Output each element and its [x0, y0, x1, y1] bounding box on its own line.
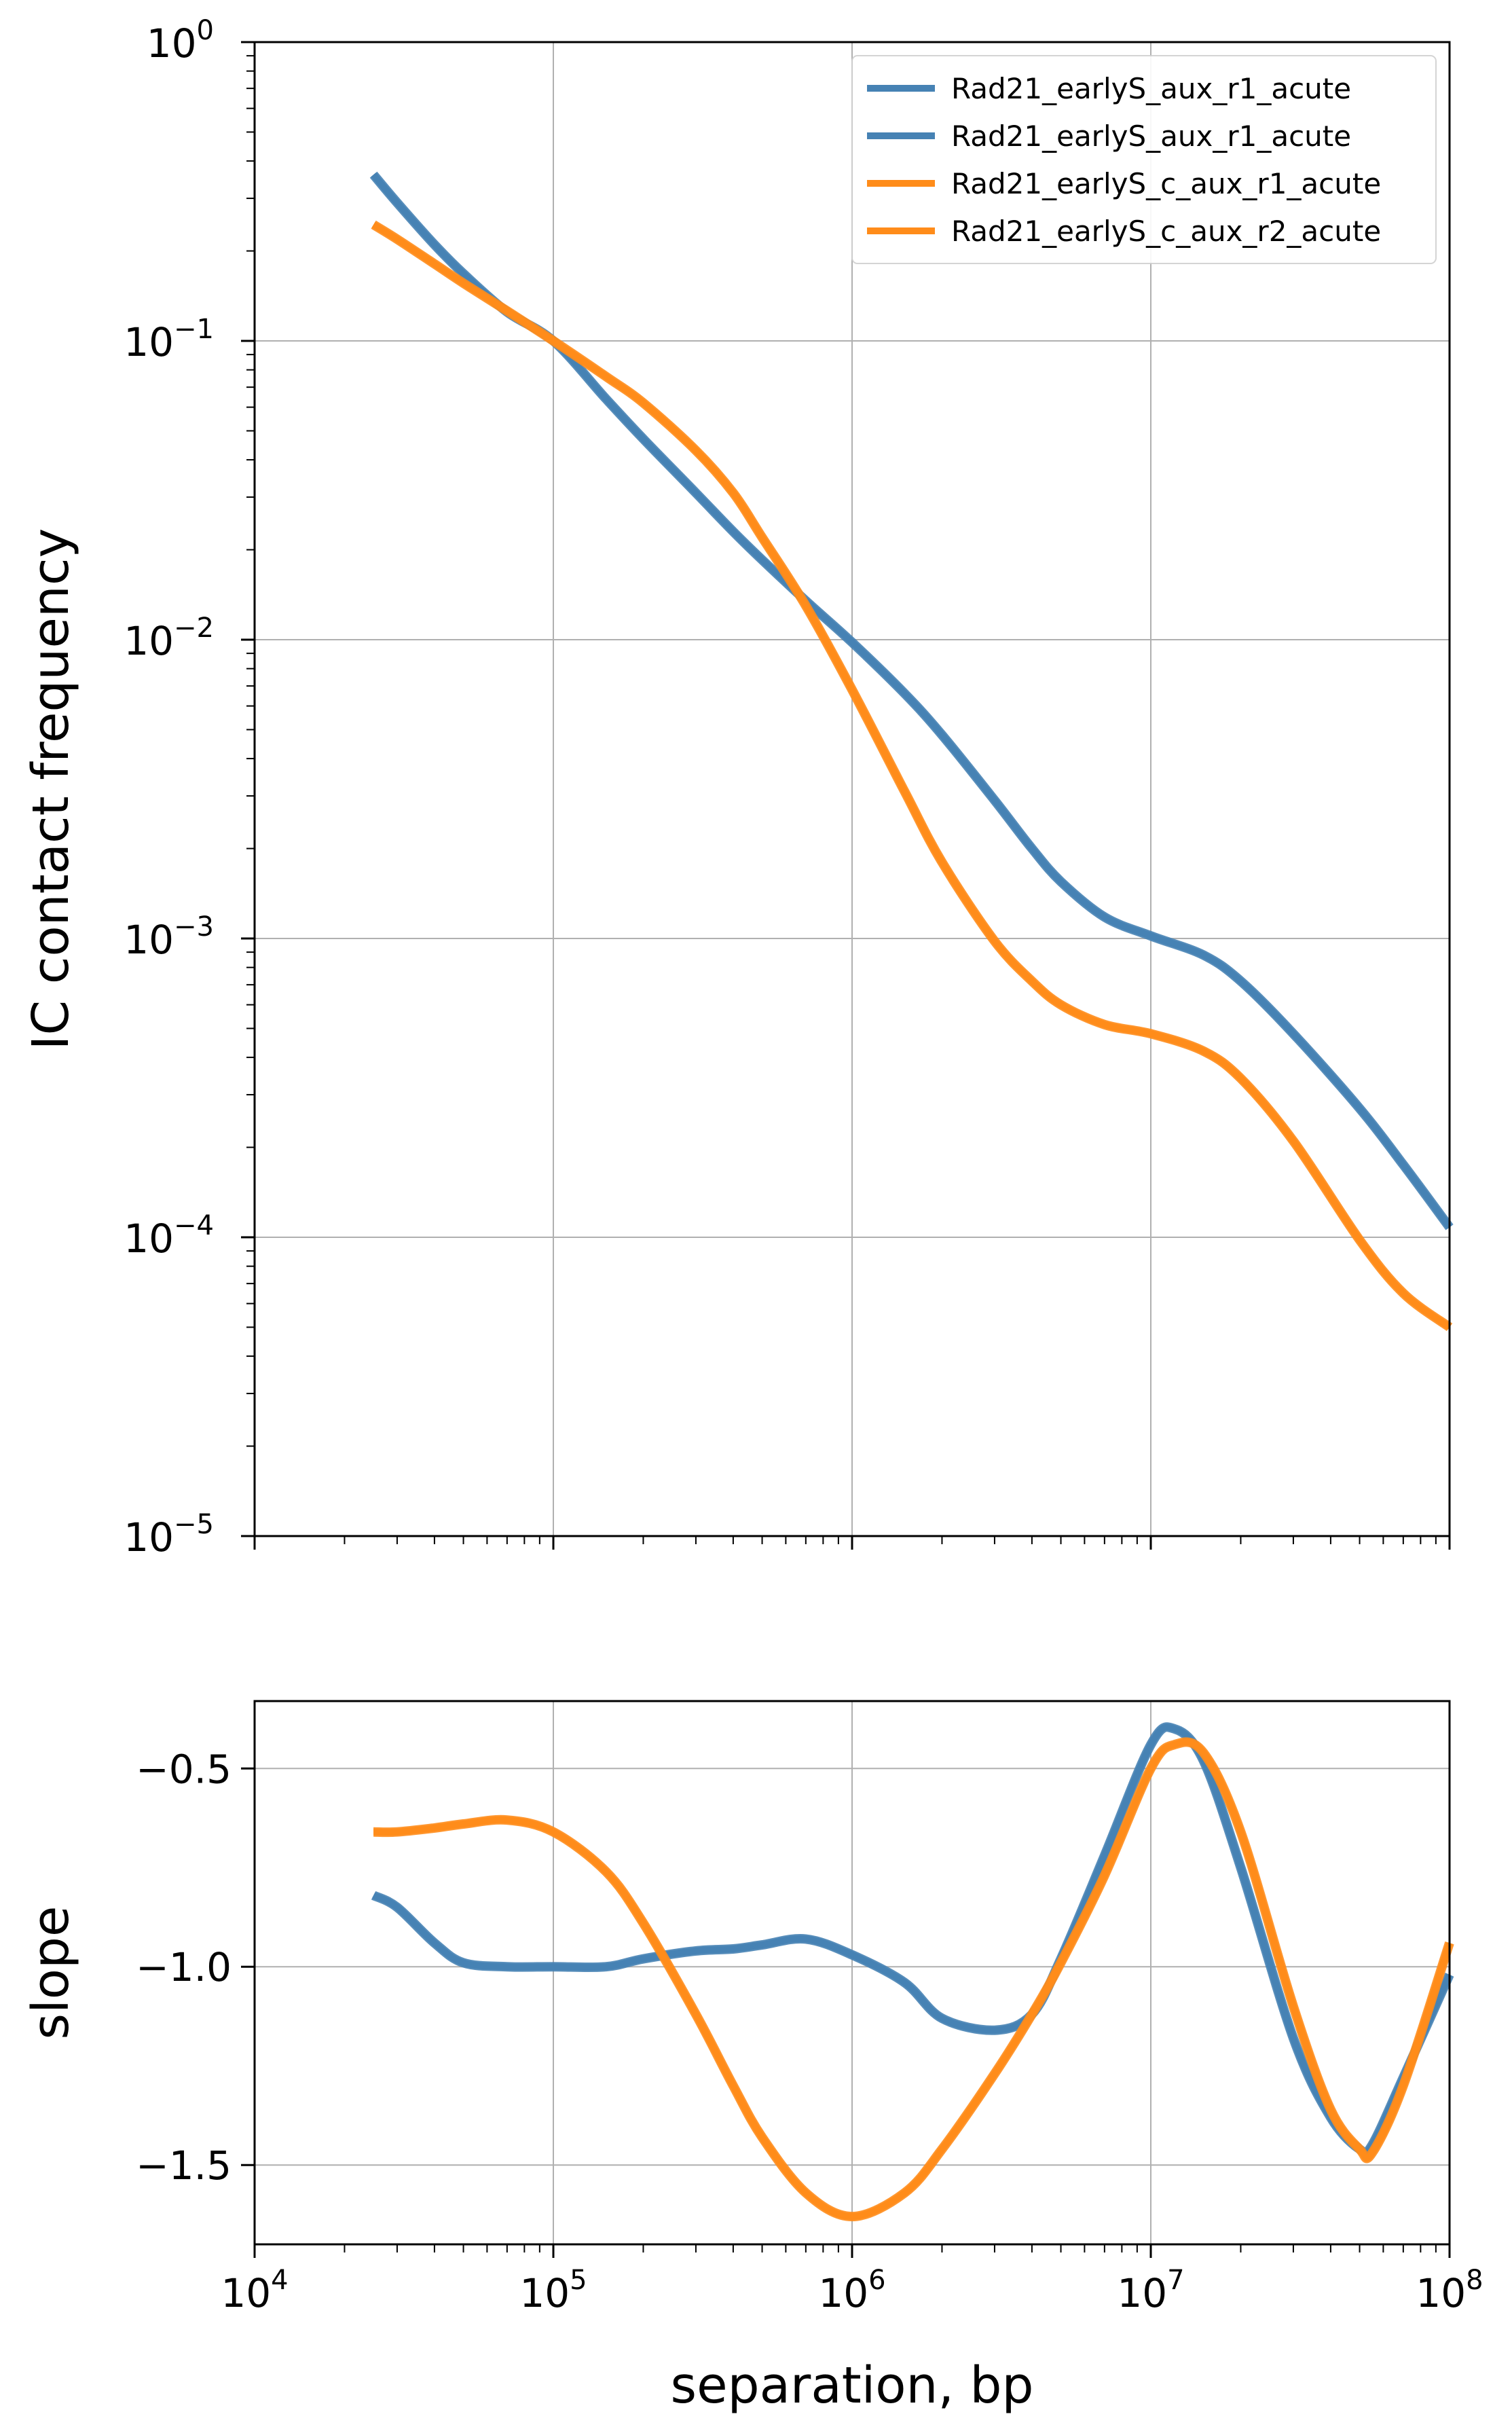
x-tick-label-base: 10 — [818, 2270, 868, 2316]
x-tick-label-exp: 8 — [1466, 2265, 1483, 2296]
legend-label: Rad21_earlyS_aux_r1_acute — [951, 72, 1351, 105]
y-tick-label: −1.5 — [136, 2142, 232, 2189]
y-tick-label-base: 10 — [124, 319, 174, 365]
x-ticks: 104 105 106 107 108 — [221, 2244, 1483, 2316]
y-tick-label: −0.5 — [136, 1746, 232, 1792]
series-line — [371, 1723, 1453, 2157]
y-tick-label: 10−1 — [124, 314, 214, 365]
y-tick-label: 100 — [147, 15, 214, 67]
x-tick-label-base: 10 — [1117, 2270, 1167, 2316]
series-line — [371, 1722, 1454, 2159]
legend-label: Rad21_earlyS_c_aux_r1_acute — [951, 167, 1381, 200]
y-tick-label: 10−3 — [124, 911, 214, 963]
x-tick-label-exp: 5 — [570, 2265, 587, 2296]
y-ticks: −0.5 −1.0 −1.5 — [136, 1746, 255, 2189]
series-group — [371, 1722, 1454, 2222]
y-tick-label-exp: −4 — [174, 1210, 214, 1241]
y-tick-label-exp: −2 — [174, 613, 214, 644]
y-tick-label: 10−5 — [124, 1509, 214, 1561]
x-tick-label: 106 — [818, 2265, 885, 2316]
series-group — [369, 171, 1454, 1332]
series-line — [373, 1738, 1453, 2221]
x-axis-label: separation, bp — [671, 2356, 1034, 2415]
x-tick-label-exp: 4 — [271, 2265, 288, 2296]
x-tick-label: 107 — [1117, 2265, 1184, 2316]
y-tick-label: 10−4 — [124, 1210, 214, 1262]
y-tick-label-base: 10 — [124, 917, 174, 963]
y-tick-label: −1.0 — [136, 1944, 232, 1990]
y-tick-label-base: 10 — [124, 1216, 174, 1262]
legend-box — [851, 55, 1437, 264]
y-tick-label-base: 10 — [147, 20, 197, 67]
x-tick-label-base: 10 — [1416, 2270, 1466, 2316]
y-tick-label-base: 10 — [124, 618, 174, 664]
series-line — [371, 221, 1452, 1330]
legend-label: Rad21_earlyS_aux_r1_acute — [951, 120, 1351, 153]
legend: Rad21_earlyS_aux_r1_acute Rad21_earlyS_au… — [851, 55, 1437, 264]
grid — [255, 1701, 1450, 2244]
x-tick-label-exp: 6 — [868, 2265, 885, 2296]
y-tick-label-exp: −1 — [174, 314, 214, 345]
legend-label: Rad21_earlyS_c_aux_r2_acute — [951, 215, 1381, 248]
y-axis-label: slope — [22, 1906, 80, 2040]
x-tick-label: 105 — [519, 2265, 587, 2316]
slope-panel: 104 105 106 107 108−0.5−1.0−1.5slopeseparati… — [22, 1700, 1483, 2415]
y-tick-label-exp: −5 — [174, 1509, 214, 1540]
y-tick-label: 10−2 — [124, 613, 214, 664]
x-tick-label: 108 — [1416, 2265, 1483, 2316]
x-ticks — [253, 1536, 1451, 1550]
y-tick-label-base: 10 — [124, 1514, 174, 1561]
series-line — [371, 220, 1453, 1332]
y-axis-label: IC contact frequency — [22, 528, 80, 1051]
x-tick-label-base: 10 — [519, 2270, 570, 2316]
x-tick-label-base: 10 — [221, 2270, 271, 2316]
y-tick-label-exp: −3 — [174, 911, 214, 943]
x-tick-label: 104 — [221, 2265, 288, 2316]
x-tick-label-exp: 7 — [1167, 2265, 1184, 2296]
y-tick-label-exp: 0 — [197, 15, 214, 46]
